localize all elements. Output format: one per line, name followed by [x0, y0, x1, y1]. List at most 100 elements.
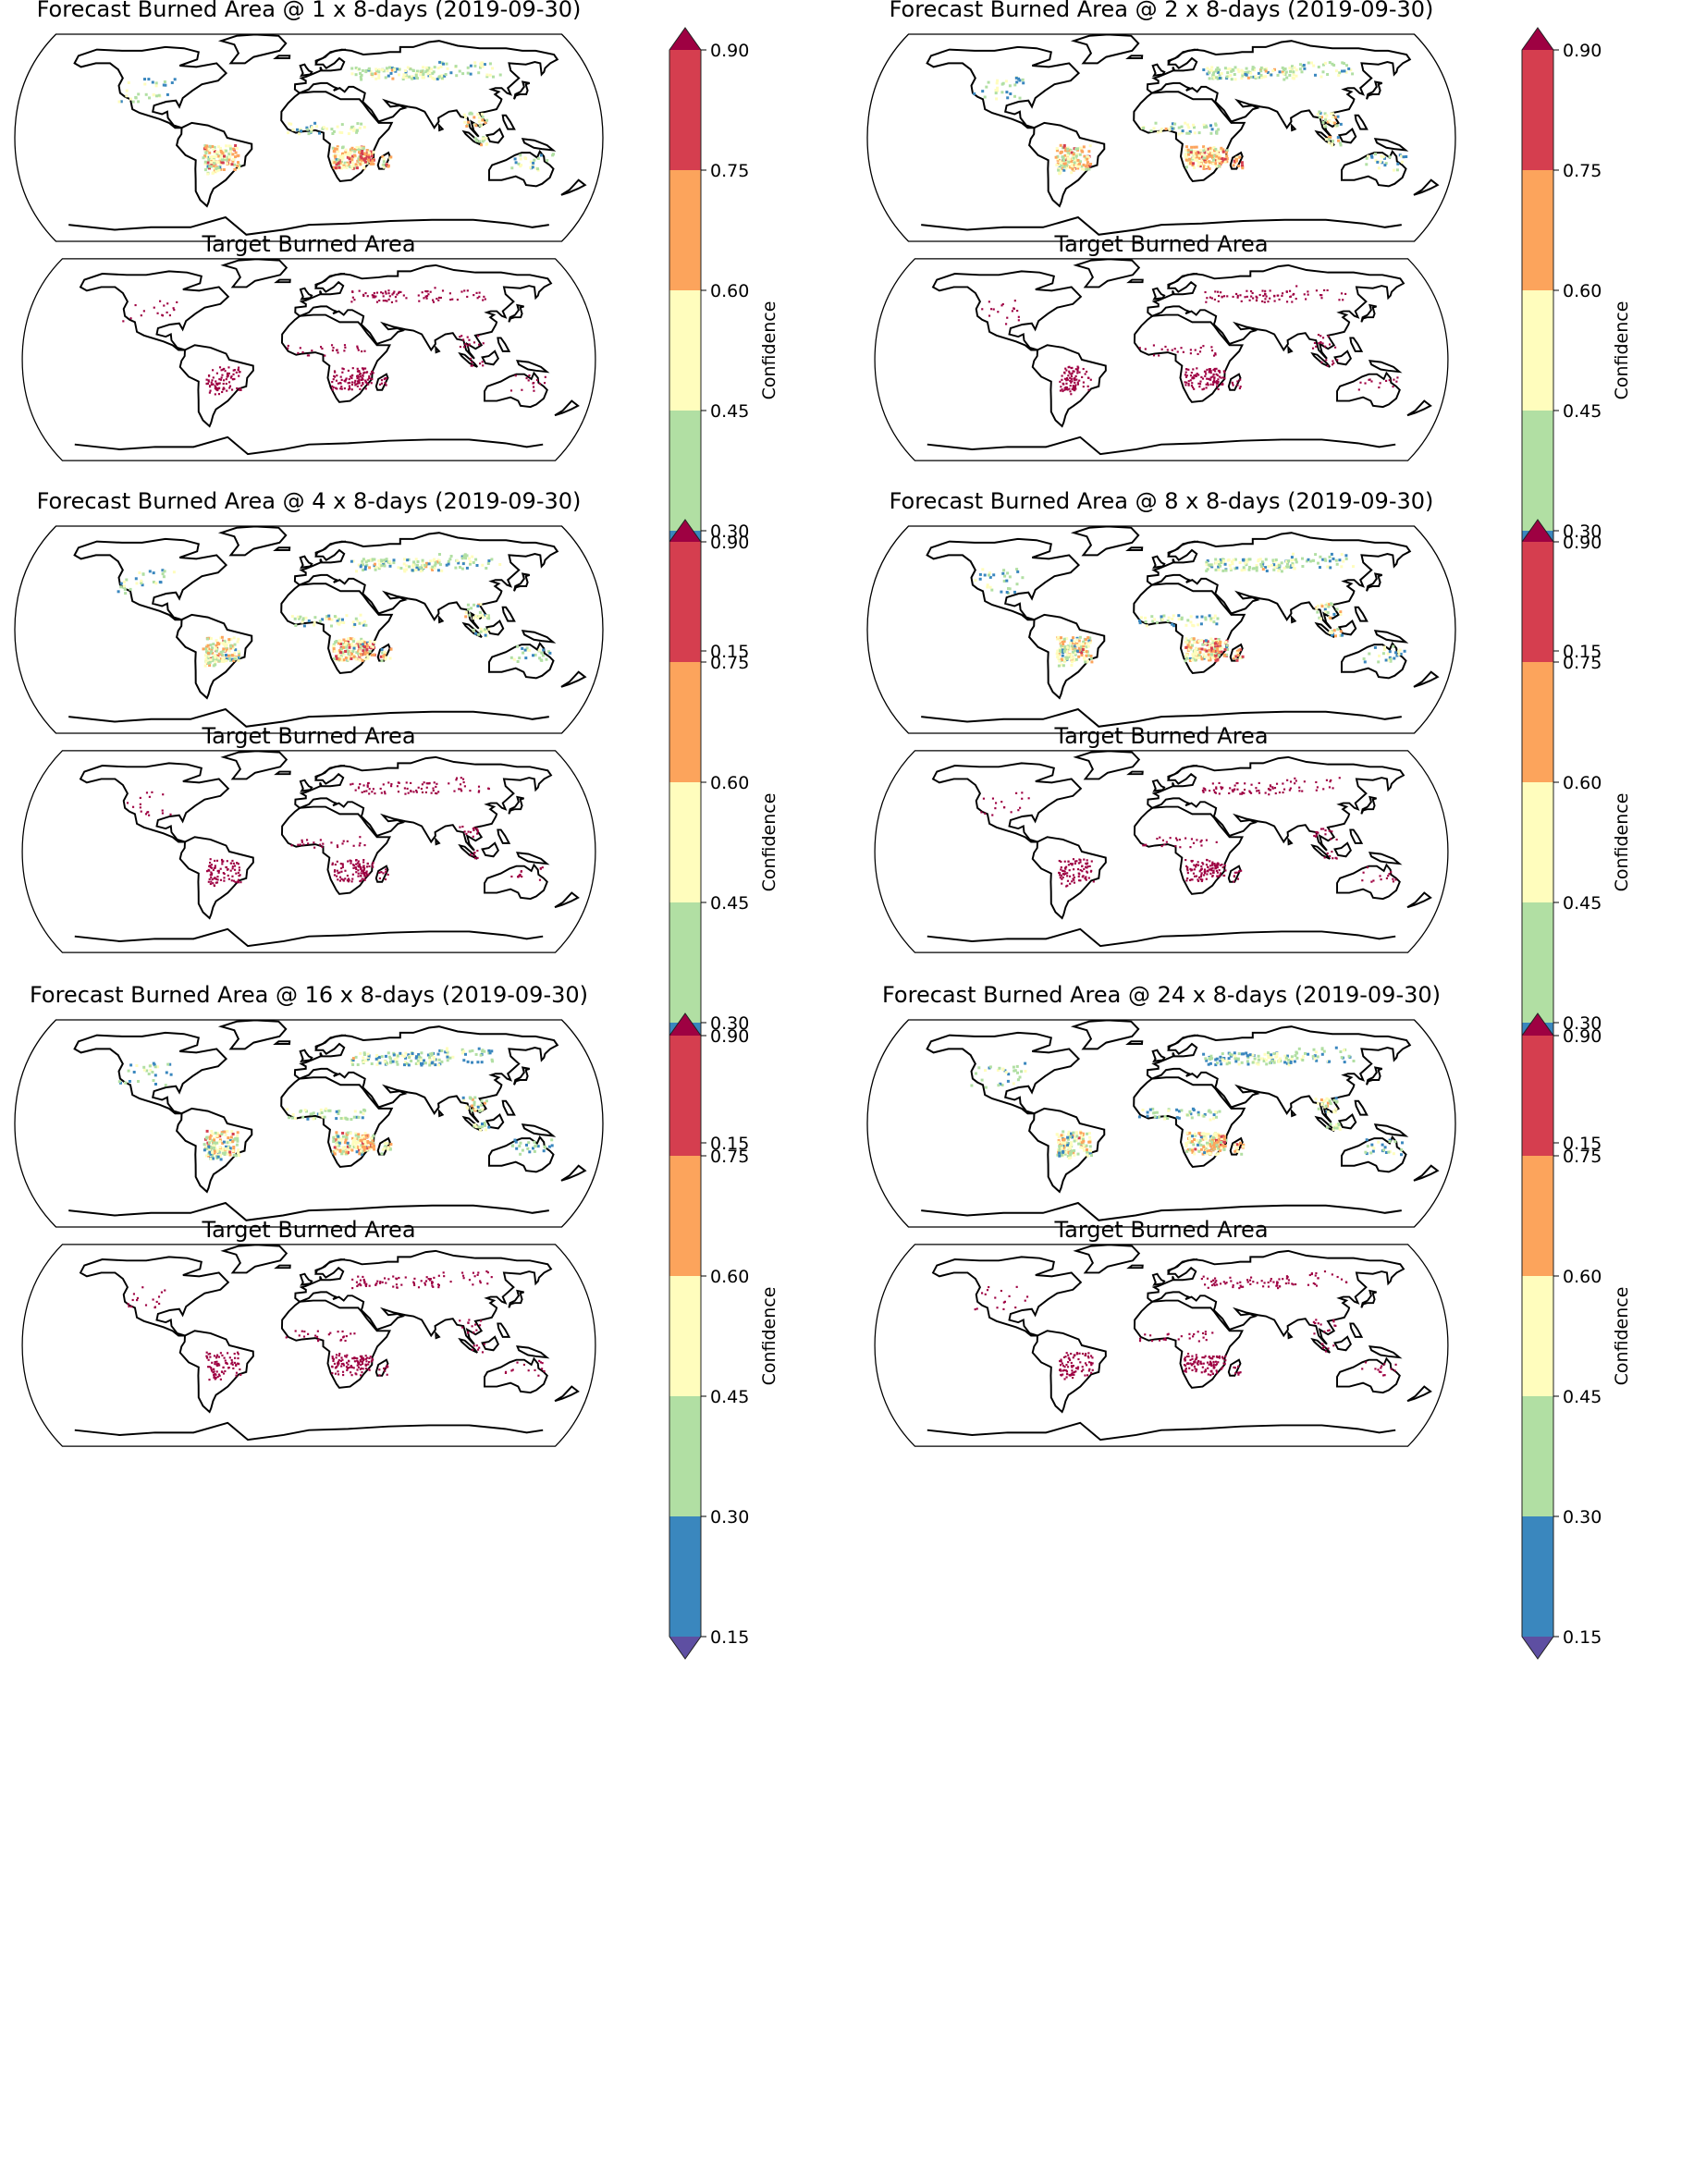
colorbar-tick-label: 0.60: [710, 1267, 749, 1287]
coastline-japan: [1366, 1066, 1383, 1086]
coastline-sri-lanka: [437, 614, 445, 624]
coastline-greenland: [1070, 34, 1140, 65]
coastline-borneo: [1337, 128, 1357, 144]
map-frame: [21, 1244, 596, 1447]
coastline-britain: [299, 63, 313, 78]
colorbar-tick-label: 0.90: [1563, 533, 1602, 553]
coastline-madagascar: [376, 643, 391, 662]
coastline-borneo: [481, 841, 499, 858]
colorbar-bin: [1522, 1036, 1553, 1156]
coastline-britain: [299, 779, 313, 792]
colorbar-tick-label: 0.75: [1563, 1147, 1602, 1167]
coastline-south-america: [176, 613, 253, 700]
coastline-sumatra: [1310, 1337, 1332, 1354]
colorbar-bin: [1522, 1156, 1553, 1276]
coastline-greenland: [1073, 1244, 1141, 1274]
coastline-new-zealand: [1406, 891, 1432, 909]
coastline-new-zealand: [560, 670, 587, 688]
colorbar-tick-label: 0.90: [1563, 1026, 1602, 1047]
coastline-south-america: [1028, 1107, 1106, 1194]
coastline-scandinavia-west: [1167, 765, 1198, 780]
coastline-scandinavia-west: [1167, 273, 1198, 288]
forecast-map: [14, 33, 604, 242]
coastline-philippines: [497, 1322, 511, 1338]
coastline-north-america: [73, 1031, 228, 1115]
colorbar-extend-max: [669, 520, 701, 542]
coastline-japan: [508, 1289, 524, 1308]
coastline-iceland: [274, 1264, 291, 1270]
coastline-britain: [1151, 287, 1166, 301]
colorbar-bin: [1522, 50, 1553, 170]
coastline-new-zealand: [560, 178, 587, 196]
coastline-australia: [484, 371, 548, 409]
colorbar-tick-label: 0.30: [1563, 1507, 1602, 1528]
coastline-japan: [508, 303, 524, 323]
colorbar-label: Confidence: [1612, 793, 1632, 892]
colorbar-bin: [669, 170, 701, 290]
target-burned-pixels: [126, 777, 544, 888]
coastline-south-america: [178, 836, 254, 920]
coastline-scandinavia-west: [314, 1258, 346, 1274]
colorbar-bin: [669, 411, 701, 531]
coastline-south-america: [1031, 344, 1107, 428]
coastline-philippines: [501, 1099, 516, 1116]
forecast-map: [14, 525, 604, 734]
coastline-australia: [1336, 1356, 1401, 1394]
coastline-south-america: [1028, 121, 1106, 208]
coastline-britain: [299, 1272, 313, 1286]
colorbar-extend-min: [669, 1637, 701, 1659]
coastline-iceland: [274, 770, 291, 776]
coastline-greenland: [217, 34, 288, 65]
coastline-new-guinea: [1373, 1123, 1409, 1137]
coastline-scandinavia-west: [314, 1034, 347, 1050]
coastline-sri-lanka: [437, 122, 445, 132]
coastline-greenland: [1073, 258, 1141, 288]
forecast-confidence-pixels: [117, 553, 552, 668]
coastline-scandinavia-west: [314, 540, 347, 557]
colorbar-bin: [669, 1156, 701, 1276]
coastline-philippines: [1349, 1322, 1364, 1338]
colorbar-tick-label: 0.90: [710, 1026, 749, 1047]
colorbar-tick-label: 0.30: [1563, 521, 1602, 542]
coastline-sumatra: [1310, 351, 1332, 368]
colorbar-tick-label: 0.45: [710, 1387, 749, 1407]
coastline-madagascar: [1227, 373, 1242, 391]
coastline-sri-lanka: [437, 1108, 445, 1118]
coastline-new-zealand: [554, 399, 580, 417]
colorbar-tick-label: 0.75: [1563, 653, 1602, 673]
coastline-scandinavia-west: [314, 765, 346, 780]
coastline-new-guinea: [1373, 630, 1409, 644]
coastline-britain: [299, 555, 313, 570]
coastline-scandinavia-west: [1167, 540, 1199, 557]
map-frame: [866, 33, 1456, 242]
coastline-new-zealand: [554, 1385, 580, 1403]
colorbar-tick-label: 0.30: [710, 521, 749, 542]
coastline-new-guinea: [521, 138, 557, 152]
map-frame: [14, 1019, 604, 1228]
map-frame: [14, 525, 604, 734]
colorbar-bin: [1522, 662, 1553, 782]
coastline-japan: [513, 80, 531, 100]
coastline-new-guinea: [1368, 1345, 1403, 1359]
target-map-title: Target Burned Area: [1054, 231, 1269, 257]
coastline-japan: [1360, 1289, 1377, 1308]
forecast-map-title: Forecast Burned Area @ 1 x 8-days (2019-…: [36, 0, 582, 22]
forecast-map-title: Forecast Burned Area @ 24 x 8-days (2019…: [881, 982, 1442, 1008]
coastline-japan: [1366, 572, 1383, 592]
coastline-britain: [1151, 555, 1166, 570]
coastline-antarctica-edge: [74, 1421, 544, 1442]
forecast-map: [866, 525, 1456, 734]
forecast-confidence-pixels: [117, 60, 555, 176]
coastline-madagascar: [376, 151, 391, 170]
coastline-iceland: [273, 1040, 291, 1045]
coastline-south-america: [178, 1330, 254, 1414]
coastline-scandinavia-west: [1167, 48, 1199, 65]
coastline-antarctica-edge: [921, 215, 1402, 236]
forecast-panel: Forecast Burned Area @ 8 x 8-days (2019-…: [853, 488, 1705, 1232]
forecast-map-title: Forecast Burned Area @ 16 x 8-days (2019…: [29, 982, 589, 1008]
coastline-britain: [1151, 1049, 1166, 1063]
confidence-colorbar: 0.15 0.30 0.45 0.60 0.75 0.90 Confidence: [669, 27, 779, 674]
coastline-north-america: [73, 45, 228, 129]
coastline-new-zealand: [1413, 670, 1440, 688]
forecast-panel: Forecast Burned Area @ 2 x 8-days (2019-…: [853, 0, 1705, 740]
